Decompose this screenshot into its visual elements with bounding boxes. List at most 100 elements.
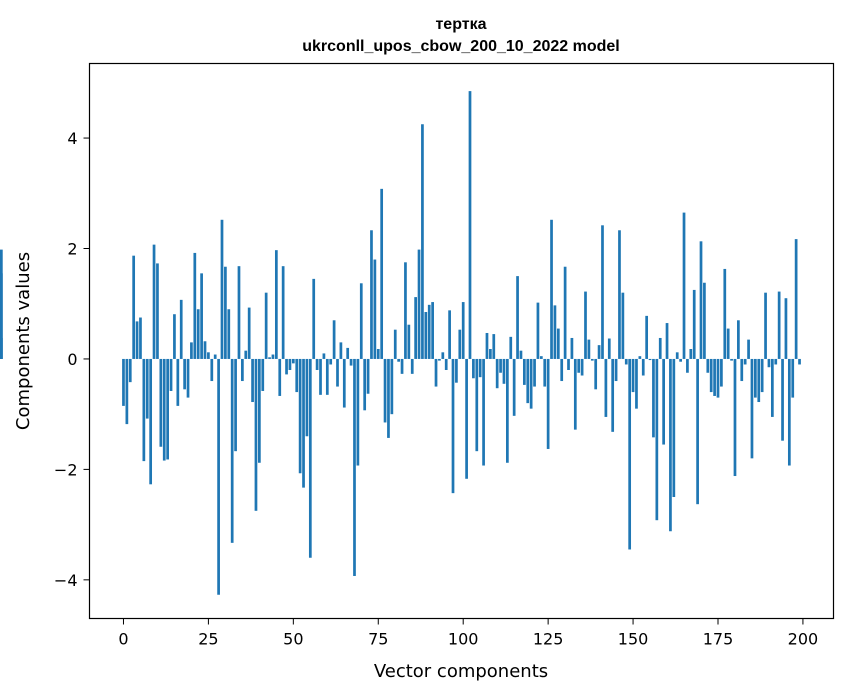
bar-component-173	[709, 358, 713, 393]
bar-component-42	[264, 292, 268, 359]
bar-component-96	[448, 310, 451, 359]
bar-component-86	[414, 297, 417, 359]
bar-component-55	[308, 358, 312, 558]
bar-component-47	[281, 266, 285, 359]
bar-component-65	[342, 358, 346, 408]
bar-component-184	[747, 339, 750, 359]
bar-component-90	[427, 304, 431, 359]
bar-component-116	[516, 276, 519, 359]
bar-component-134	[577, 358, 581, 373]
bar-component-45	[274, 250, 278, 359]
x-tick-label: 125	[533, 630, 564, 649]
x-tick-label: 175	[703, 630, 734, 649]
bar-component-15	[173, 314, 176, 359]
bar-component-53	[302, 358, 305, 488]
bar-component-119	[526, 358, 530, 404]
bar-component-126	[550, 219, 553, 359]
bar-component-20	[190, 342, 193, 359]
bar-component-152	[638, 356, 642, 359]
bar-component-142	[604, 358, 608, 417]
y-axis-label: Components values	[13, 252, 34, 430]
bar-component-31	[227, 309, 231, 359]
bar-component-154	[645, 315, 649, 359]
y-axis: −4 −2 0 2 4	[54, 129, 90, 590]
bar-component-104	[475, 358, 479, 452]
x-tick-label: 25	[198, 630, 218, 649]
bar-component-14	[169, 358, 173, 391]
bar-component-155	[648, 358, 652, 361]
bar-component-183	[743, 358, 747, 365]
bar-component-82	[400, 358, 404, 374]
bar-component-39	[254, 358, 258, 511]
bar-component-138	[590, 358, 594, 361]
bar-component-3	[132, 255, 136, 359]
bar-component-145	[614, 358, 618, 382]
bar-component-163	[675, 352, 679, 359]
bar-component-150	[631, 358, 635, 393]
bar-component-102	[468, 91, 472, 359]
bar-component-103	[472, 358, 475, 379]
bar-component-58	[319, 358, 322, 395]
bar-component-110	[495, 358, 499, 389]
bar-component-6	[142, 358, 146, 462]
bar-component-149	[628, 358, 632, 550]
bar-component-93	[438, 358, 441, 361]
bar-component-60	[325, 358, 329, 395]
bar-component-69	[356, 358, 360, 466]
bar-component-151	[635, 358, 638, 409]
bar-component-56	[312, 278, 316, 359]
bar-component-130	[563, 266, 567, 359]
bar-component-59	[322, 353, 326, 359]
x-axis: 0 25 50 75 100 125 150 175 200	[118, 618, 818, 649]
bar-component-97	[451, 358, 455, 494]
bar-component-40	[258, 358, 261, 463]
bar-component-153	[641, 358, 645, 376]
bar-component-146	[618, 230, 621, 359]
bar-component-174	[713, 358, 716, 396]
bar-component-26	[210, 358, 214, 382]
bar-component-131	[567, 358, 570, 370]
bar-component-63	[336, 358, 339, 387]
bar-series	[0, 91, 801, 595]
bar-component-114	[509, 336, 513, 359]
y-tick-label: 4	[67, 129, 77, 148]
bar-component-144	[611, 358, 615, 432]
bar-component-186	[754, 358, 757, 398]
bar-component-140	[597, 345, 601, 359]
bar-component-159	[662, 358, 665, 445]
bar-component-88	[421, 124, 424, 359]
bar-component-48	[285, 358, 288, 375]
bar-component-161	[669, 358, 672, 532]
bar-component-38	[251, 358, 254, 403]
bar-component-156	[652, 358, 655, 438]
bar-component-112	[502, 358, 506, 384]
bar-component-178	[726, 328, 730, 359]
bar-component-4	[135, 321, 139, 359]
bar-component-148	[624, 358, 628, 365]
bar-component-27	[213, 354, 217, 359]
bar-component-172	[706, 358, 710, 373]
bar-component-179	[730, 358, 733, 361]
bar-component-137	[587, 339, 591, 359]
bar-component-81	[397, 358, 401, 362]
bar-component-122	[536, 302, 540, 359]
bar-component-37	[247, 307, 251, 359]
bar-component-167	[689, 349, 693, 359]
bar-component-185	[750, 358, 754, 459]
bar-component-11	[159, 358, 163, 447]
bar-component-41	[261, 358, 265, 391]
bar-component-197	[791, 358, 795, 398]
bar-component-68	[353, 358, 356, 576]
bar-component-84	[407, 324, 411, 359]
bar-component-52	[298, 358, 302, 474]
bar-component-129	[560, 358, 564, 382]
bar-component-180	[733, 358, 737, 477]
bar-component-190	[767, 358, 771, 368]
bar-component-94	[441, 352, 445, 359]
bar-component-1	[125, 358, 129, 425]
bar-component-92	[434, 358, 438, 387]
bar-component-21	[193, 252, 197, 359]
bar-component-162	[672, 358, 676, 498]
bar-component-77	[383, 358, 387, 423]
bar-component-70	[359, 283, 363, 359]
